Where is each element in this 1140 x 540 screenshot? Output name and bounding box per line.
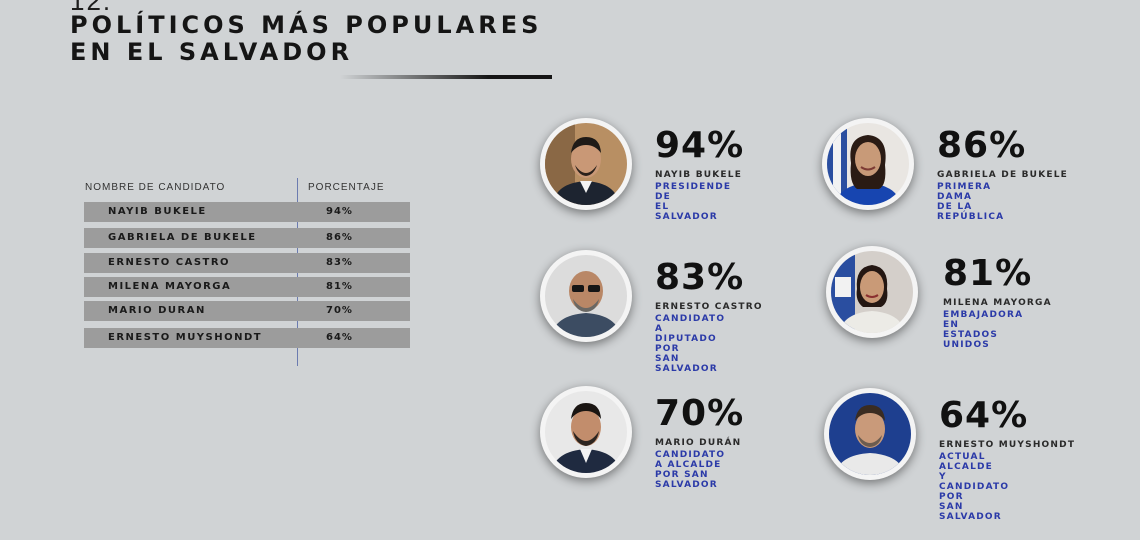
card-percentage: 70% bbox=[655, 393, 745, 434]
card-role: PRIMERA DAMA DE LA REPÚBLICA bbox=[937, 182, 1005, 222]
card-role: PRESIDENDE DE EL SALVADOR bbox=[655, 182, 732, 222]
table-row: MILENA MAYORGA 81% bbox=[84, 277, 410, 297]
row-name: MARIO DURAN bbox=[108, 305, 206, 316]
card-name: MARIO DURÁN bbox=[655, 438, 742, 448]
card-percentage: 86% bbox=[937, 125, 1027, 166]
row-name: MILENA MAYORGA bbox=[108, 281, 232, 292]
avatar bbox=[540, 250, 632, 342]
portrait-icon bbox=[545, 255, 627, 337]
column-header-percentage: PORCENTAJE bbox=[308, 182, 385, 193]
card-percentage: 94% bbox=[655, 125, 745, 166]
portrait-icon bbox=[831, 251, 913, 333]
row-percentage: 70% bbox=[326, 305, 353, 316]
card-name: ERNESTO CASTRO bbox=[655, 302, 763, 312]
row-name: GABRIELA DE BUKELE bbox=[108, 232, 257, 243]
avatar bbox=[822, 118, 914, 210]
title-line-1: POLÍTICOS MÁS POPULARES bbox=[70, 11, 543, 39]
card-name: NAYIB BUKELE bbox=[655, 170, 743, 180]
portrait-icon bbox=[545, 391, 627, 473]
row-percentage: 64% bbox=[326, 332, 353, 343]
card-role: ACTUAL ALCALDE Y CANDIDATO POR SAN SALVA… bbox=[939, 452, 1010, 522]
portrait-icon bbox=[827, 123, 909, 205]
card-name: GABRIELA DE BUKELE bbox=[937, 170, 1068, 180]
portrait-icon bbox=[829, 393, 911, 475]
section-number: 12. bbox=[70, 0, 113, 16]
table-row: ERNESTO MUYSHONDT 64% bbox=[84, 328, 410, 348]
portrait-icon bbox=[545, 123, 627, 205]
card-role: CANDIDATO A ALCALDE POR SAN SALVADOR bbox=[655, 450, 726, 490]
row-name: NAYIB BUKELE bbox=[108, 206, 207, 217]
table-row: GABRIELA DE BUKELE 86% bbox=[84, 228, 410, 248]
row-name: ERNESTO CASTRO bbox=[108, 257, 231, 268]
row-percentage: 86% bbox=[326, 232, 353, 243]
row-name: ERNESTO MUYSHONDT bbox=[108, 332, 263, 343]
table-row: ERNESTO CASTRO 83% bbox=[84, 253, 410, 273]
column-header-name: NOMBRE DE CANDIDATO bbox=[85, 182, 226, 193]
title-line-2: EN EL SALVADOR bbox=[70, 38, 354, 66]
card-percentage: 64% bbox=[939, 395, 1029, 436]
page-title: POLÍTICOS MÁS POPULARES EN EL SALVADOR bbox=[70, 12, 542, 66]
avatar bbox=[540, 386, 632, 478]
card-name: ERNESTO MUYSHONDT bbox=[939, 440, 1076, 450]
avatar bbox=[540, 118, 632, 210]
avatar bbox=[824, 388, 916, 480]
row-percentage: 83% bbox=[326, 257, 353, 268]
card-percentage: 83% bbox=[655, 257, 745, 298]
avatar bbox=[826, 246, 918, 338]
table-row: MARIO DURAN 70% bbox=[84, 301, 410, 321]
card-percentage: 81% bbox=[943, 253, 1033, 294]
row-percentage: 94% bbox=[326, 206, 353, 217]
table-row: NAYIB BUKELE 94% bbox=[84, 202, 410, 222]
card-name: MILENA MAYORGA bbox=[943, 298, 1052, 308]
title-underline bbox=[340, 75, 552, 79]
card-role: CANDIDATO A DIPUTADO POR SAN SALVADOR bbox=[655, 314, 726, 374]
card-role: EMBAJADORA EN ESTADOS UNIDOS bbox=[943, 310, 1024, 350]
row-percentage: 81% bbox=[326, 281, 353, 292]
